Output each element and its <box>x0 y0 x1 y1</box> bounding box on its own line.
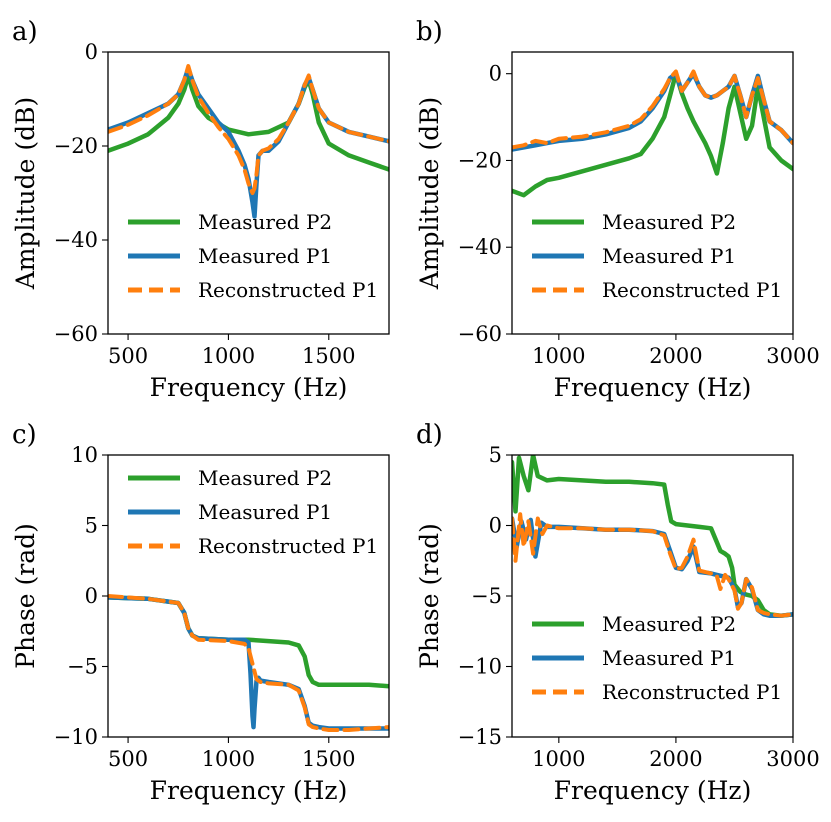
panel-b: b) 1000 2000 3000 −60 −40 −20 0 Frequency (Hz) Am… <box>415 17 820 402</box>
panel-a-legend-label-measured-p1: Measured P1 <box>198 244 332 268</box>
panel-b-legend: Measured P2 Measured P1 Reconstructed P1 <box>532 210 782 302</box>
panel-d-xtick-label: 3000 <box>766 747 819 771</box>
panel-c-xtick-label: 1500 <box>302 747 355 771</box>
panel-a-xtick-label: 1000 <box>202 344 255 368</box>
panel-a-series-measured-p2 <box>108 73 389 172</box>
panel-a-legend: Measured P2 Measured P1 Reconstructed P1 <box>128 210 378 302</box>
panel-b-legend-label-reconstructed-p1: Reconstructed P1 <box>602 278 782 302</box>
panel-c-ytick-label: −5 <box>67 655 98 679</box>
panel-c-ylabel: Phase (rad) <box>11 523 40 669</box>
panel-b-xlabel: Frequency (Hz) <box>554 373 752 402</box>
panel-b-plot-area <box>512 69 793 198</box>
panel-b-legend-label-measured-p2: Measured P2 <box>602 210 736 234</box>
panel-c-legend-label-reconstructed-p1: Reconstructed P1 <box>198 534 378 558</box>
panel-d-legend: Measured P2 Measured P1 Reconstructed P1 <box>532 612 782 704</box>
panel-d-ytick-label: 0 <box>489 514 502 538</box>
panel-c-xtick-label: 500 <box>108 747 148 771</box>
panel-a-legend-label-measured-p2: Measured P2 <box>198 210 332 234</box>
panel-a-xlabel: Frequency (Hz) <box>150 373 348 402</box>
panel-b-ytick-label: −20 <box>458 148 502 172</box>
panel-c-label: c) <box>12 420 37 450</box>
panel-c-axes-frame <box>107 454 390 738</box>
panel-d-series-measured-p2 <box>512 455 793 618</box>
panel-a-series-measured-p1 <box>108 66 389 219</box>
panel-c-legend-label-measured-p1: Measured P1 <box>198 500 332 524</box>
panel-b-label: b) <box>416 17 443 47</box>
panel-d: d) 1000 2000 3000 −15 −10 −5 0 5 Frequency (Hz) Ph… <box>415 420 820 805</box>
panel-b-xtick-label: 1000 <box>532 344 585 368</box>
panel-c-legend-label-measured-p2: Measured P2 <box>198 466 332 490</box>
panel-b-series-reconstructed-p1 <box>512 69 793 150</box>
panel-a-label: a) <box>12 17 38 47</box>
panel-a-xtick-label: 500 <box>108 344 148 368</box>
panel-c-ytick-label: 0 <box>85 584 98 608</box>
panel-a-ytick-label: −40 <box>54 228 98 252</box>
panel-a-ytick-label: −60 <box>54 322 98 346</box>
panel-a-axes-frame <box>107 51 390 335</box>
panel-c-series-reconstructed-p1 <box>108 594 389 732</box>
panel-b-ytick-label: −40 <box>458 235 502 259</box>
panel-d-legend-label-measured-p1: Measured P1 <box>602 646 736 670</box>
panel-c-ytick-label: 5 <box>85 514 98 538</box>
panel-c-ytick-label: −10 <box>54 725 98 749</box>
panel-c-xtick-label: 1000 <box>202 747 255 771</box>
panel-d-xtick-label: 1000 <box>532 747 585 771</box>
panel-a-xtick-label: 1500 <box>302 344 355 368</box>
panel-a-legend-label-reconstructed-p1: Reconstructed P1 <box>198 278 378 302</box>
panel-d-legend-label-measured-p2: Measured P2 <box>602 612 736 636</box>
panel-b-axes-frame <box>511 51 794 335</box>
panel-b-ytick-label: −60 <box>458 322 502 346</box>
panel-a-plot-area <box>108 64 389 219</box>
panel-d-plot-area <box>512 455 793 618</box>
panel-d-xlabel: Frequency (Hz) <box>554 776 752 805</box>
panel-d-legend-label-reconstructed-p1: Reconstructed P1 <box>602 680 782 704</box>
panel-c-xlabel: Frequency (Hz) <box>150 776 348 805</box>
panel-b-series-measured-p2 <box>512 71 793 198</box>
panel-c-series-measured-p1 <box>108 595 389 731</box>
panel-a-series-reconstructed-p1 <box>108 64 389 195</box>
panel-d-ytick-label: −5 <box>471 584 502 608</box>
panel-a-ytick-label: 0 <box>85 40 98 64</box>
panel-d-ytick-label: 5 <box>489 443 502 467</box>
panel-c-ytick-label: 10 <box>71 443 98 467</box>
panel-c-plot-area <box>108 594 389 732</box>
panel-a: a) 500 1000 1500 −60 −40 −20 0 Frequency (Hz) Amp… <box>11 17 390 402</box>
panel-d-label: d) <box>416 420 443 450</box>
panel-b-ytick-label: 0 <box>489 62 502 86</box>
panel-d-ytick-label: −10 <box>458 655 502 679</box>
panel-b-xtick-label: 3000 <box>766 344 819 368</box>
panel-d-ylabel: Phase (rad) <box>415 523 444 669</box>
panel-c-legend: Measured P2 Measured P1 Reconstructed P1 <box>128 466 378 558</box>
panel-b-ylabel: Amplitude (dB) <box>415 97 444 291</box>
panel-a-ylabel: Amplitude (dB) <box>11 97 40 291</box>
panel-d-series-reconstructed-p1 <box>512 512 793 618</box>
panel-a-ytick-label: −20 <box>54 134 98 158</box>
panel-c: c) 500 1000 1500 −10 −5 0 5 10 Frequency (Hz) Phas… <box>11 420 390 805</box>
panel-d-xtick-label: 2000 <box>649 747 702 771</box>
panel-b-xtick-label: 2000 <box>649 344 702 368</box>
panel-b-legend-label-measured-p1: Measured P1 <box>602 244 736 268</box>
panel-d-ytick-label: −15 <box>458 725 502 749</box>
